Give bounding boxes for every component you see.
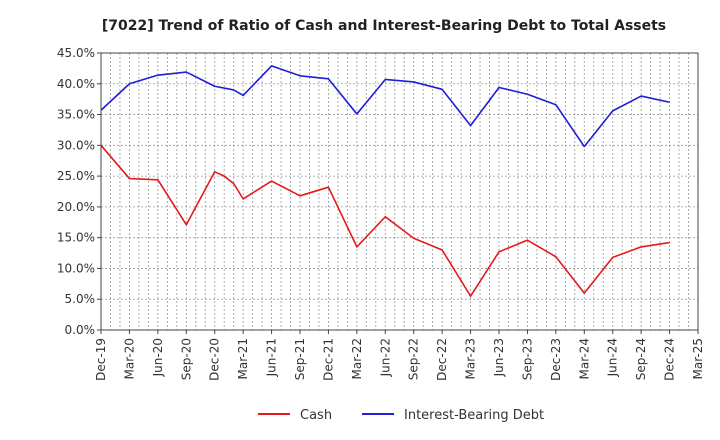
x-tick-label: Mar-22 — [350, 338, 364, 379]
x-tick-label: Dec-24 — [663, 338, 677, 381]
x-tick-label: Mar-23 — [464, 338, 478, 379]
y-tick-label: 30.0% — [57, 138, 95, 152]
y-tick-label: 10.0% — [57, 261, 95, 275]
x-tick-label: Dec-19 — [94, 338, 108, 381]
x-tick-label: Sep-22 — [407, 338, 421, 380]
y-tick-label: 45.0% — [57, 46, 95, 60]
x-tick-label: Mar-25 — [691, 338, 705, 379]
chart-title: [7022] Trend of Ratio of Cash and Intere… — [102, 18, 666, 34]
x-tick-label: Jun-21 — [265, 338, 279, 377]
y-tick-label: 0.0% — [65, 323, 96, 337]
y-tick-label: 15.0% — [57, 231, 95, 245]
x-tick-label: Dec-22 — [435, 338, 449, 381]
x-tick-label: Dec-21 — [321, 338, 335, 381]
legend-label-cash: Cash — [300, 408, 332, 423]
y-tick-label: 25.0% — [57, 169, 95, 183]
x-tick-label: Jun-22 — [378, 338, 392, 377]
legend-label-interest-bearing-debt: Interest-Bearing Debt — [404, 408, 544, 423]
series-layer — [100, 65, 670, 297]
y-tick-label: 20.0% — [57, 200, 95, 214]
x-tick-label: Jun-20 — [151, 338, 165, 377]
y-tick-label: 40.0% — [57, 77, 95, 91]
x-tick-label: Sep-24 — [634, 338, 648, 380]
x-tick-label: Dec-23 — [549, 338, 563, 381]
plot-frame — [100, 52, 699, 331]
x-tick-label: Sep-20 — [179, 338, 193, 380]
x-tick-label: Dec-20 — [208, 338, 222, 381]
series-line-cash — [100, 144, 670, 297]
legend: Cash Interest-Bearing Debt — [258, 408, 544, 423]
x-tick-label: Jun-23 — [492, 338, 506, 377]
grid-layer — [100, 52, 699, 331]
x-tick-label: Mar-21 — [236, 338, 250, 379]
x-tick-label: Mar-24 — [577, 338, 591, 379]
y-tick-label: 5.0% — [65, 292, 96, 306]
x-tick-label: Mar-20 — [122, 338, 136, 379]
y-tick-label: 35.0% — [57, 108, 95, 122]
y-axis-ticks: 0.0% 5.0% 10.0% 15.0% 20.0% 25.0% 30.0% 35.0% 40… — [57, 46, 101, 337]
x-tick-label: Jun-24 — [606, 338, 620, 377]
x-tick-label: Sep-23 — [520, 338, 534, 380]
x-tick-label: Sep-21 — [293, 338, 307, 380]
x-axis-ticks: Dec-19 Mar-20 Jun-20 Sep-20 Dec-20 Mar-21 Jun-… — [94, 330, 705, 381]
series-line-interest-bearing-debt — [100, 65, 670, 148]
